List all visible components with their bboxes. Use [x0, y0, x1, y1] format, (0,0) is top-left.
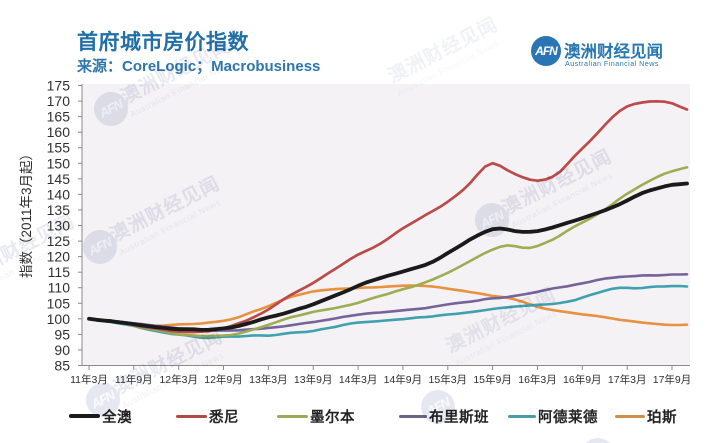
svg-text:指数（2011年3月起）: 指数（2011年3月起） [19, 147, 34, 278]
svg-text:17年3月: 17年3月 [608, 373, 647, 386]
svg-text:140: 140 [47, 186, 71, 202]
svg-text:150: 150 [47, 155, 71, 171]
svg-text:14年3月: 14年3月 [339, 373, 378, 386]
svg-text:115: 115 [48, 264, 71, 280]
svg-text:12年3月: 12年3月 [159, 373, 198, 386]
svg-text:160: 160 [47, 124, 71, 140]
svg-text:15年3月: 15年3月 [429, 373, 468, 386]
svg-text:165: 165 [47, 109, 71, 125]
svg-text:155: 155 [47, 140, 71, 156]
svg-text:105: 105 [47, 295, 71, 311]
svg-text:125: 125 [47, 233, 71, 249]
svg-text:13年3月: 13年3月 [249, 373, 288, 386]
svg-text:13年9月: 13年9月 [294, 373, 333, 386]
svg-text:85: 85 [54, 358, 70, 374]
svg-text:100: 100 [47, 311, 71, 327]
svg-text:135: 135 [47, 202, 71, 218]
svg-text:16年3月: 16年3月 [518, 373, 557, 386]
svg-text:90: 90 [54, 342, 70, 358]
svg-text:11年9月: 11年9月 [115, 373, 153, 386]
svg-text:110: 110 [48, 280, 71, 296]
svg-text:17年9月: 17年9月 [653, 373, 692, 386]
svg-text:16年9月: 16年9月 [563, 373, 602, 386]
svg-text:175: 175 [47, 78, 71, 94]
svg-text:145: 145 [47, 171, 71, 187]
svg-text:95: 95 [54, 326, 70, 342]
svg-text:130: 130 [47, 218, 71, 234]
svg-text:170: 170 [47, 93, 71, 109]
svg-text:120: 120 [47, 249, 71, 265]
svg-text:11年3月: 11年3月 [70, 373, 108, 386]
svg-text:12年9月: 12年9月 [204, 373, 243, 386]
svg-text:15年9月: 15年9月 [473, 373, 512, 386]
svg-text:14年9月: 14年9月 [384, 373, 423, 386]
